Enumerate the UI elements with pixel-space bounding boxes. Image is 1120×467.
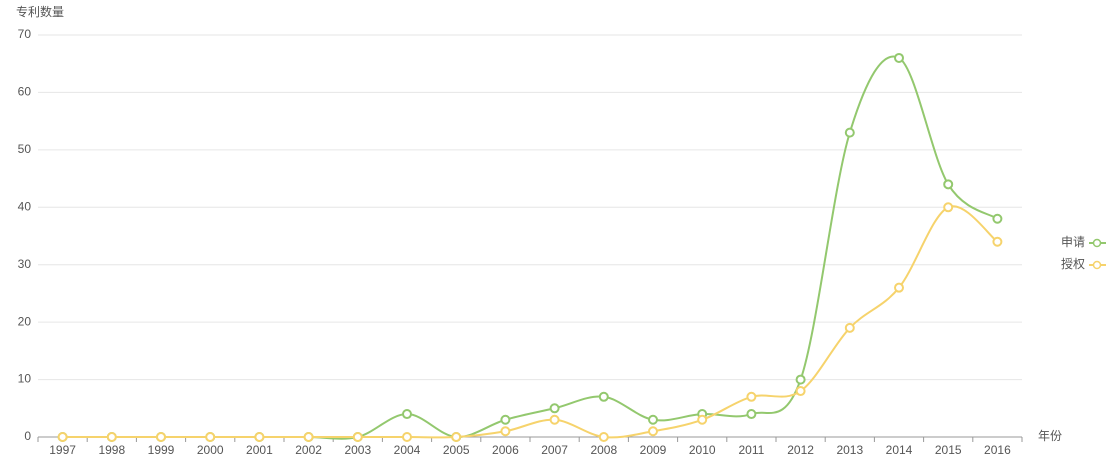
x-tick-label: 2008 <box>590 443 617 457</box>
data-point <box>943 202 954 213</box>
x-tick-label: 2009 <box>640 443 667 457</box>
legend-icon <box>1092 260 1102 270</box>
x-tick-label: 2002 <box>295 443 322 457</box>
data-point <box>451 432 462 442</box>
data-point <box>795 386 806 397</box>
data-point <box>648 414 658 425</box>
y-tick-label: 20 <box>18 314 32 328</box>
x-tick-label: 2005 <box>443 443 470 457</box>
data-point <box>992 236 1003 247</box>
y-tick-label: 40 <box>18 199 32 213</box>
legend-label[interactable]: 授权 <box>1061 256 1085 271</box>
data-point <box>844 127 855 138</box>
x-tick-label: 2016 <box>984 443 1011 457</box>
data-point <box>549 403 560 414</box>
data-point <box>746 409 757 420</box>
x-tick-label: 1999 <box>148 443 175 457</box>
data-point <box>106 432 117 442</box>
x-tick-label: 2003 <box>344 443 371 457</box>
data-point <box>894 282 904 293</box>
data-point <box>598 391 609 402</box>
data-point <box>254 432 265 442</box>
data-point <box>746 391 757 402</box>
x-tick-label: 2007 <box>541 443 568 457</box>
data-point <box>795 374 806 385</box>
data-point <box>205 432 216 442</box>
x-tick-label: 2011 <box>738 443 764 457</box>
x-tick-label: 2004 <box>394 443 421 457</box>
data-point <box>549 414 560 425</box>
y-axis-title: 专利数量 <box>16 4 64 19</box>
data-point <box>303 432 314 442</box>
data-point <box>844 322 855 333</box>
x-tick-label: 2010 <box>689 443 716 457</box>
y-tick-label: 70 <box>18 27 32 41</box>
data-point <box>697 414 708 425</box>
data-point <box>500 426 511 437</box>
legend-icon <box>1092 238 1102 248</box>
y-tick-label: 50 <box>18 142 32 156</box>
data-point <box>402 432 412 442</box>
x-tick-label: 2015 <box>935 443 962 457</box>
x-tick-label: 1998 <box>98 443 125 457</box>
data-point <box>156 432 166 442</box>
x-tick-label: 2000 <box>197 443 224 457</box>
y-tick-label: 0 <box>24 429 31 443</box>
x-tick-label: 2014 <box>886 443 913 457</box>
data-point <box>943 179 954 190</box>
series-line <box>62 55 998 440</box>
y-tick-label: 10 <box>18 372 32 386</box>
data-point <box>402 409 412 420</box>
y-tick-label: 60 <box>18 85 32 99</box>
data-point <box>894 52 904 63</box>
data-point <box>992 213 1003 224</box>
y-tick-label: 30 <box>18 257 32 271</box>
x-tick-label: 2006 <box>492 443 519 457</box>
x-tick-label: 2013 <box>836 443 863 457</box>
data-point <box>648 426 658 437</box>
data-point <box>57 432 68 442</box>
data-point <box>352 432 363 442</box>
data-point <box>500 414 511 425</box>
legend-label[interactable]: 申请 <box>1061 235 1085 249</box>
x-tick-label: 2001 <box>246 443 273 457</box>
x-tick-label: 2012 <box>787 443 814 457</box>
x-axis-title: 年份 <box>1038 429 1062 443</box>
data-point <box>598 432 609 442</box>
x-tick-label: 1997 <box>49 443 76 457</box>
